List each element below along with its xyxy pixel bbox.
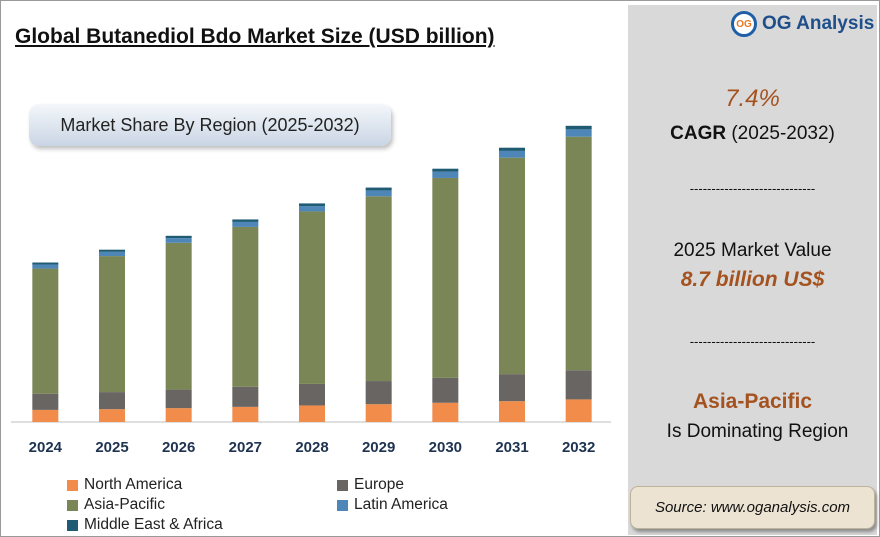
cagr-label-bold: CAGR — [670, 123, 727, 144]
bar-segment-2028-north-america — [299, 405, 325, 422]
legend-label: North America — [84, 476, 183, 493]
bar-segment-2032-middle-east-africa — [565, 125, 592, 130]
bar-segment-2031-asia-pacific — [499, 157, 525, 375]
x-tick-label-2027: 2027 — [229, 439, 262, 456]
legend-label: Latin America — [354, 496, 448, 513]
bar-segment-2024-north-america — [32, 409, 59, 422]
dominating-region: Asia-Pacific — [692, 390, 813, 413]
bar-segment-2027-north-america — [232, 406, 259, 422]
legend-label: Asia-Pacific — [84, 496, 165, 513]
x-tick-label-2024: 2024 — [29, 439, 63, 456]
x-tick-label-2031: 2031 — [495, 439, 528, 456]
x-tick-label-2030: 2030 — [429, 439, 462, 456]
bar-segment-2028-latin-america — [299, 206, 325, 212]
market-value: 8.7 billion US$ — [680, 268, 825, 291]
summary-panel — [628, 5, 877, 535]
bar-segment-2031-north-america — [499, 401, 525, 422]
bar-segment-2032-latin-america — [565, 129, 592, 137]
chart-subtitle-box: Market Share By Region (2025-2032) — [29, 104, 391, 146]
brand-logo: OG OG Analysis — [731, 11, 874, 37]
source-text: Source: www.oganalysis.com — [654, 499, 851, 516]
bar-segment-2027-middle-east-africa — [232, 219, 259, 222]
x-tick-label-2025: 2025 — [95, 439, 128, 456]
bar-segment-2030-middle-east-africa — [432, 168, 459, 172]
bar-segment-2025-europe — [99, 392, 125, 410]
bar-segment-2027-europe — [232, 386, 259, 407]
bar-segment-2026-europe — [165, 389, 192, 409]
legend-label: Europe — [354, 476, 404, 493]
bar-segment-2024-latin-america — [32, 264, 59, 269]
bar-segment-2026-north-america — [165, 408, 192, 422]
chart-subtitle: Market Share By Region (2025-2032) — [60, 114, 360, 135]
bar-segment-2028-middle-east-africa — [299, 203, 325, 207]
source-box: Source: www.oganalysis.com — [630, 486, 875, 529]
stacked-bar-chart: 2024 2025 2026 2027 2028 2029 2030 2031 2032 — [11, 125, 611, 456]
logo-icon: OG — [731, 11, 757, 37]
legend-item-latin-america: Latin America — [337, 496, 448, 514]
bar-segment-2032-europe — [565, 370, 592, 400]
legend-label: Middle East & Africa — [84, 516, 223, 533]
bar-segment-2027-asia-pacific — [232, 226, 259, 387]
bar-segment-2029-latin-america — [365, 190, 392, 197]
bar-segment-2025-north-america — [99, 409, 125, 422]
bar-segment-2030-europe — [432, 377, 459, 403]
cagr-label-period: (2025-2032) — [726, 123, 835, 144]
bar-segment-2025-middle-east-africa — [99, 249, 125, 252]
x-tick-label-2032: 2032 — [562, 439, 595, 456]
bar-segment-2029-middle-east-africa — [365, 187, 392, 191]
bar-segment-2026-asia-pacific — [165, 242, 192, 390]
bar-segment-2029-europe — [365, 381, 392, 405]
legend-item-middle-east-africa: Middle East & Africa — [67, 516, 223, 534]
chart-legend: North America Europe Asia-Pacific Latin Ame… — [67, 476, 587, 536]
bar-segment-2032-north-america — [565, 399, 592, 422]
x-tick-label-2028: 2028 — [295, 439, 328, 456]
bar-segment-2030-latin-america — [432, 171, 459, 178]
legend-item-europe: Europe — [337, 476, 404, 494]
legend-swatch — [337, 479, 348, 491]
bar-segment-2031-middle-east-africa — [499, 147, 525, 151]
bar-segment-2024-asia-pacific — [32, 268, 59, 394]
bar-segment-2031-europe — [499, 374, 525, 402]
bar-segment-2030-north-america — [432, 402, 459, 422]
cagr-label: CAGR (2025-2032) — [628, 123, 877, 145]
bar-segment-2024-europe — [32, 393, 59, 410]
bar-segment-2025-latin-america — [99, 251, 125, 257]
dominating-region-label: Is Dominating Region — [666, 421, 849, 442]
bar-segment-2030-asia-pacific — [432, 177, 459, 378]
bar-segment-2029-asia-pacific — [365, 196, 392, 382]
bar-segment-2025-asia-pacific — [99, 256, 125, 393]
legend-swatch — [67, 519, 78, 531]
bar-segment-2026-latin-america — [165, 238, 192, 243]
x-tick-label-2026: 2026 — [162, 439, 195, 456]
bar-segment-2024-middle-east-africa — [32, 262, 59, 265]
x-tick-label-2029: 2029 — [362, 439, 395, 456]
market-value-label: 2025 Market Value — [673, 240, 832, 261]
divider-bottom: ----------------------------- — [689, 334, 816, 349]
bar-segment-2026-middle-east-africa — [165, 235, 192, 239]
bar-segment-2028-asia-pacific — [299, 211, 325, 384]
legend-swatch — [337, 499, 348, 511]
legend-item-north-america: North America — [67, 476, 182, 494]
bar-segment-2031-latin-america — [499, 150, 525, 158]
bar-segment-2028-europe — [299, 383, 325, 406]
brand-name: OG Analysis — [762, 13, 875, 34]
legend-swatch — [67, 499, 78, 511]
cagr-value: 7.4% — [725, 85, 780, 112]
bar-segment-2029-north-america — [365, 404, 392, 422]
bar-segment-2032-asia-pacific — [565, 136, 592, 371]
legend-item-asia-pacific: Asia-Pacific — [67, 496, 165, 514]
legend-swatch — [67, 479, 78, 491]
bar-segment-2027-latin-america — [232, 221, 259, 227]
divider-top: ----------------------------- — [689, 181, 816, 196]
chart-title: Global Butanediol Bdo Market Size (USD b… — [15, 25, 495, 48]
